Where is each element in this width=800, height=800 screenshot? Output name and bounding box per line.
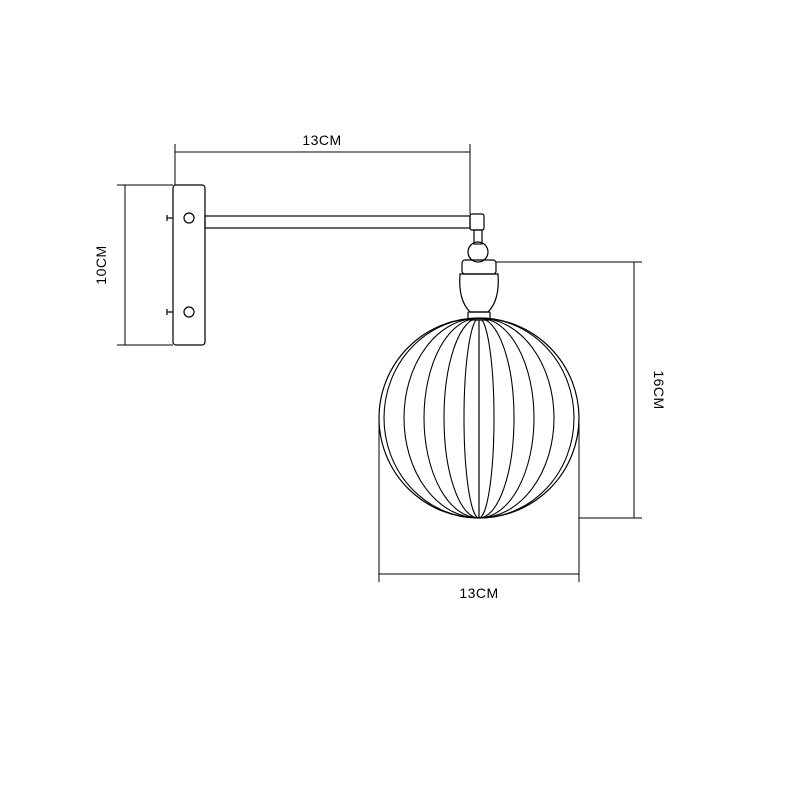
dim-globe-diameter: 13CM: [379, 566, 579, 601]
mount-screw-bottom: [184, 307, 194, 317]
dim-mount-height-label: 10CM: [93, 245, 109, 284]
dim-globe-diameter-label: 13CM: [459, 585, 498, 601]
socket-body: [460, 274, 499, 312]
arm-endcap: [470, 214, 484, 230]
glass-globe: [379, 318, 579, 518]
dim-mount-height: 10CM: [93, 185, 133, 345]
arm-tube: [205, 216, 470, 228]
wall-lamp-dimension-diagram: 10CM 13CM 13CM 16CM: [0, 0, 800, 800]
dim-globe-height-label: 16CM: [651, 370, 667, 409]
mount-screw-top: [184, 213, 194, 223]
swivel-joint: [468, 242, 488, 262]
dim-globe-height: 16CM: [626, 262, 667, 518]
dim-arm-length-label: 13CM: [302, 132, 341, 148]
wall-mount-plate: [173, 185, 205, 345]
dim-arm-length: 13CM: [175, 132, 470, 160]
